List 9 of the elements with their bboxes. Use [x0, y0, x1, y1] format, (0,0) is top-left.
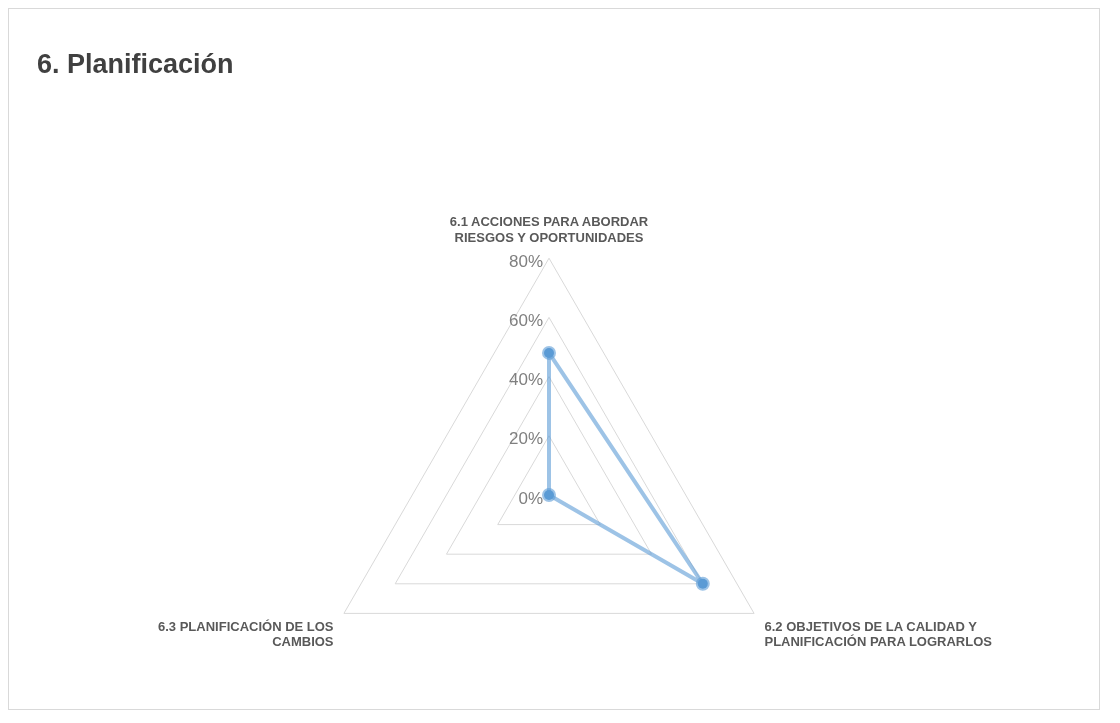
- spoke-label: 6.1 ACCIONES PARA ABORDAR RIESGOS Y OPORTUNIDADES: [449, 214, 649, 245]
- y-tick-label: 40%: [508, 370, 543, 390]
- y-tick-label: 80%: [508, 251, 543, 271]
- spoke-label: 6.2 OBJETIVOS DE LA CALIDAD Y PLANIFICACIÓN PARA LOGRARLOS: [764, 618, 993, 650]
- y-tick-label: 0%: [518, 488, 543, 508]
- y-tick-label: 60%: [508, 311, 543, 331]
- y-tick-label: 20%: [508, 429, 543, 449]
- spoke-label: 6.3 PLANIFICACIÓN DE LOS CAMBIOS: [158, 618, 334, 650]
- chart-title: 6. Planificación: [37, 49, 234, 80]
